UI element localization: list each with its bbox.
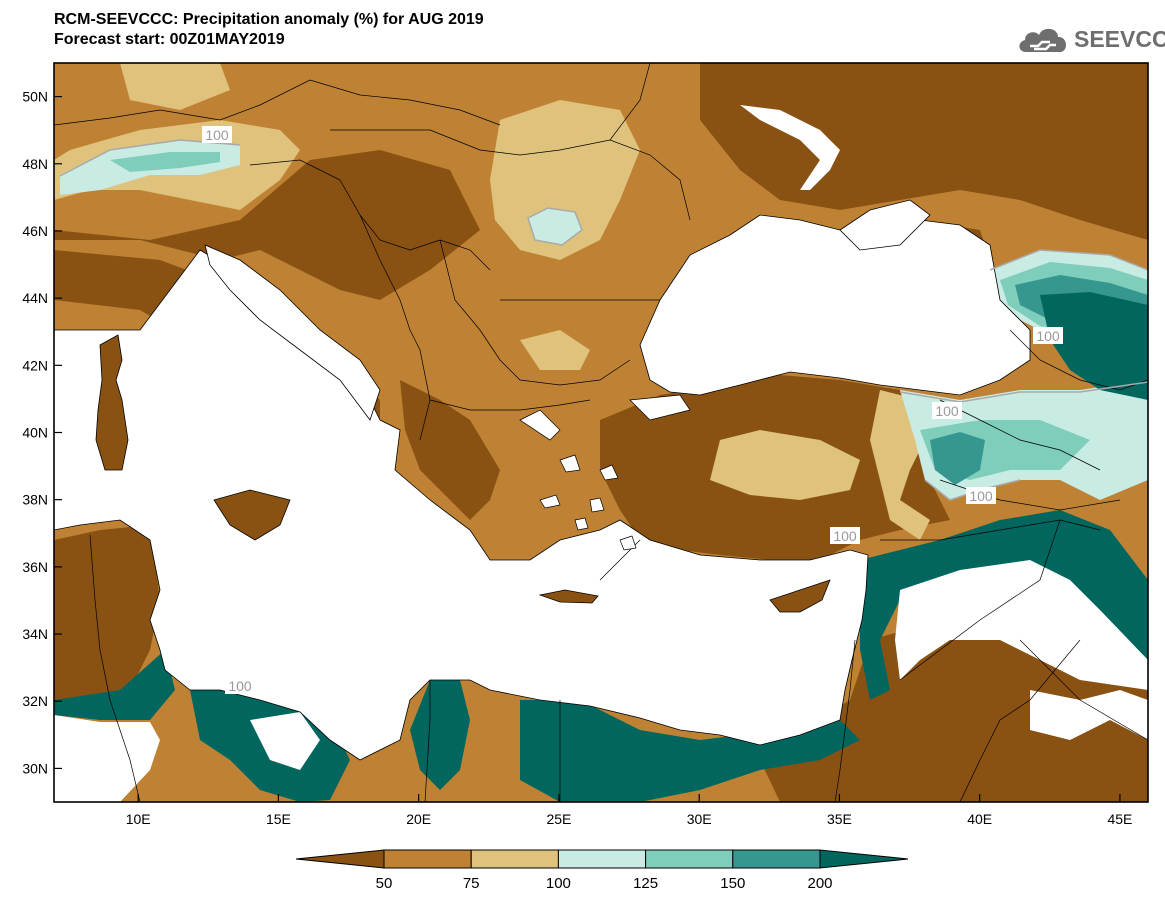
svg-text:100: 100: [833, 528, 857, 544]
field-above-200-libya: [54, 650, 175, 720]
sicily: [213, 489, 291, 541]
field-150-200-armenia: [930, 432, 985, 485]
field-above-200-levant: [860, 510, 1148, 700]
field-above-200-egypt: [520, 700, 860, 802]
map-title: RCM-SEEVCCC: Precipitation anomaly (%) f…: [54, 11, 484, 28]
lat-tick-label: 36N: [22, 559, 48, 575]
forecast-start-label: Forecast start: 00Z01MAY2019: [54, 31, 285, 48]
field-above-200-cyrenaica: [410, 680, 470, 790]
colorbar-labels: 50 75 100 125 150 200: [376, 875, 833, 892]
contour-label-100: 100: [202, 126, 232, 143]
sea-of-azov: [839, 199, 931, 251]
lon-tick-label: 35E: [827, 811, 852, 827]
lon-tick-label: 45E: [1107, 811, 1132, 827]
corsica-sardinia: [95, 334, 129, 471]
seevccc-logo: SEEVCCC: [1016, 20, 1165, 60]
lat-tick-label: 32N: [22, 693, 48, 709]
contour-label-100: 100: [1033, 327, 1063, 344]
field-75-100-anatolia: [710, 430, 860, 500]
logo-text: SEEVCCC: [1074, 26, 1165, 52]
lon-tick-label: 40E: [967, 811, 992, 827]
lat-tick-label: 40N: [22, 425, 48, 441]
field-75-100-north: [120, 63, 230, 110]
lat-tick-label: 46N: [22, 223, 48, 239]
colorbar-label: 150: [720, 875, 745, 892]
lat-tick-label: 44N: [22, 290, 48, 306]
svg-text:100: 100: [969, 488, 993, 504]
field-100-125-romania: [528, 208, 582, 245]
contour-labels: 100 100 100 100 100 100: [202, 126, 1063, 694]
colorbar-label: 125: [633, 875, 658, 892]
adriatic-sea: [204, 244, 381, 421]
svg-text:100: 100: [1036, 328, 1060, 344]
lat-tick-label: 38N: [22, 492, 48, 508]
lat-tick-label: 30N: [22, 760, 48, 776]
colorbar-label: 200: [807, 875, 832, 892]
country-borders: [54, 63, 1148, 802]
latitude-axis: 50N 48N 46N 44N 42N 40N 38N 36N 34N 32N 30N: [22, 89, 62, 776]
field-125-150-alps: [110, 152, 220, 172]
colorbar-box: [732, 849, 821, 869]
colorbar-label: 75: [463, 875, 480, 892]
colorbar-triangle-low: [295, 849, 385, 869]
field-below-50-ukraine: [700, 63, 1148, 240]
lat-tick-label: 50N: [22, 89, 48, 105]
black-sea: [639, 214, 1031, 396]
field-no-data-syria: [895, 560, 1148, 690]
colorbar-box: [470, 849, 559, 869]
svg-text:100: 100: [205, 127, 229, 143]
field-75-100-romania: [490, 100, 640, 260]
field-no-data-libya-central: [250, 712, 320, 770]
svg-text:100: 100: [935, 403, 959, 419]
field-75-100-serbia: [520, 330, 590, 370]
contour-label-100: 100: [830, 527, 860, 544]
aegean-islands: [519, 394, 691, 551]
colorbar-boxes: [295, 849, 909, 869]
map-title-block: RCM-SEEVCCC: Precipitation anomaly (%) f…: [54, 10, 484, 50]
colorbar-label: 100: [546, 875, 571, 892]
colorbar-box: [383, 849, 472, 869]
longitude-axis: 10E 15E 20E 25E 30E 35E 40E 45E: [126, 794, 1132, 827]
contour-label-100: 100: [932, 402, 962, 419]
cyprus: [769, 579, 831, 613]
colorbar-label: 50: [376, 875, 393, 892]
crete: [538, 589, 599, 604]
lon-tick-label: 15E: [266, 811, 291, 827]
field-above-200-georgia: [1040, 292, 1148, 400]
field-no-data-iraq: [1030, 690, 1148, 740]
lat-tick-label: 48N: [22, 156, 48, 172]
cloud-icon: [1019, 28, 1067, 52]
lon-tick-label: 25E: [546, 811, 571, 827]
lon-tick-label: 20E: [406, 811, 431, 827]
contour-label-100: 100: [225, 677, 255, 694]
colorbar-triangle-high: [819, 849, 909, 869]
lat-tick-label: 34N: [22, 626, 48, 642]
field-no-data-libya: [54, 715, 160, 802]
lon-tick-label: 10E: [126, 811, 151, 827]
field-below-50-tunisia: [54, 525, 160, 700]
mediterranean-sea: [54, 249, 869, 761]
field-below-50-greece: [400, 380, 500, 520]
field-below-50-balkans: [54, 150, 480, 300]
colorbar-box: [645, 849, 734, 869]
lon-tick-label: 30E: [687, 811, 712, 827]
lat-tick-label: 42N: [22, 357, 48, 373]
contour-label-100: 100: [966, 487, 996, 504]
map-field: [54, 63, 1148, 802]
dnieper-reservoir: [740, 105, 840, 190]
svg-text:100: 100: [228, 678, 252, 694]
colorbar-box: [557, 849, 647, 869]
